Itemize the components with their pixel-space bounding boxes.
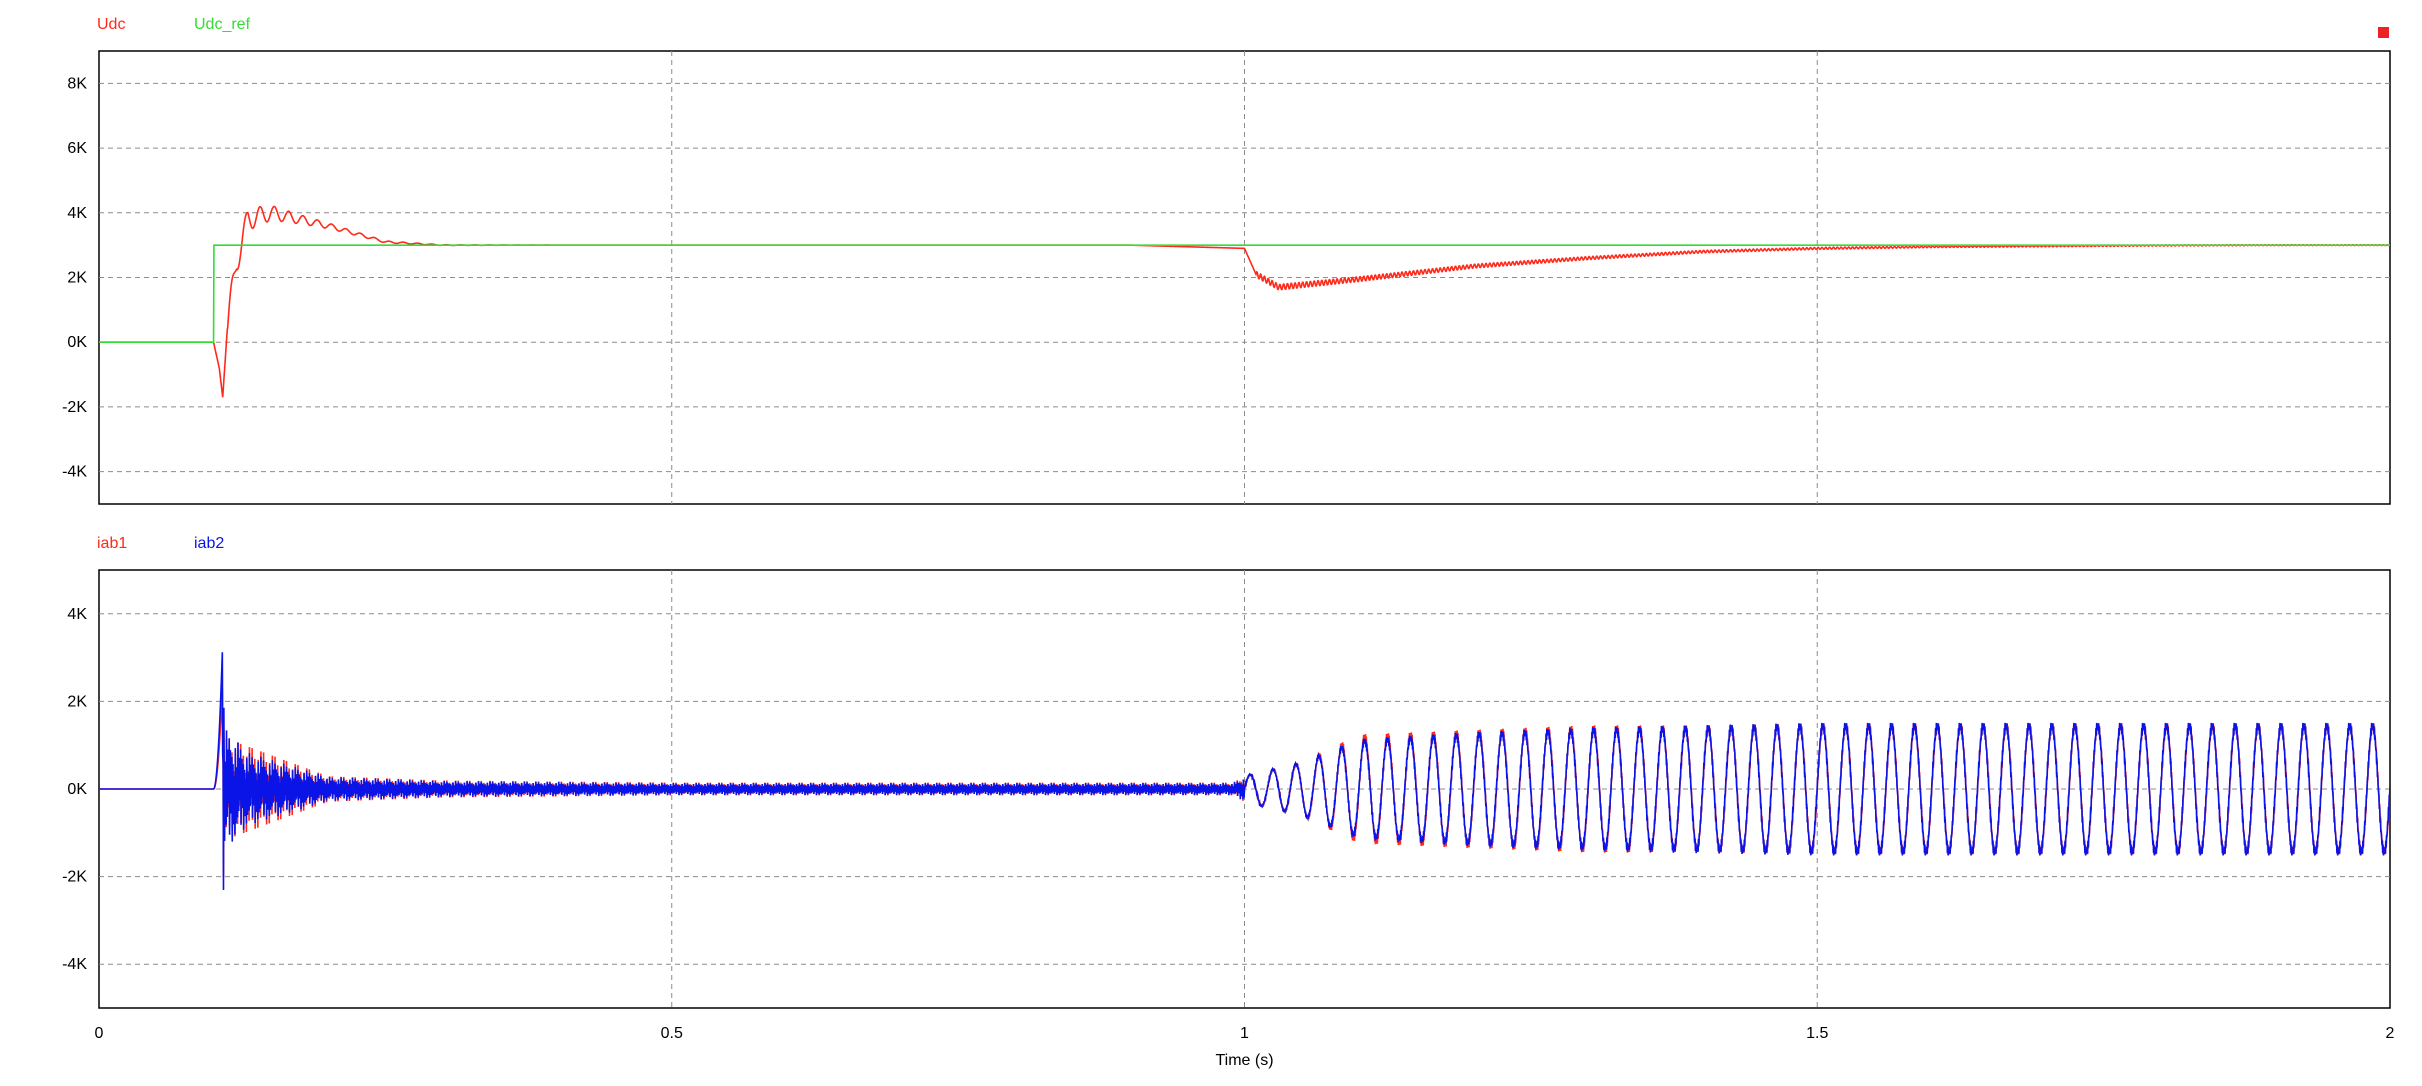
x-tick-label: 0.5	[661, 1025, 683, 1042]
x-tick-label: 2	[2386, 1025, 2395, 1042]
bottom-plot-panel: 4K 2K 0K -2K -4K iab1 iab2 0 0.5 1 1.5 2 Time (s)	[62, 535, 2394, 1069]
x-tick-label: 1	[1240, 1025, 1249, 1042]
top-plot-panel: 8K 6K 4K 2K 0K -2K -4K Udc Udc_ref	[62, 16, 2391, 505]
legend-udc: Udc	[97, 16, 125, 33]
legend-iab1: iab1	[97, 535, 127, 552]
legend-iab2: iab2	[194, 535, 224, 552]
bottom-y-tick-label: 2K	[67, 693, 87, 710]
bottom-y-tick-label: -4K	[62, 956, 87, 973]
top-y-tick-label: 0K	[67, 334, 87, 351]
series-line-iab2	[99, 652, 2390, 891]
top-y-tick-label: -2K	[62, 399, 87, 416]
top-y-tick-label: -4K	[62, 464, 87, 481]
series-line-udc-ref	[99, 244, 2390, 344]
bottom-y-tick-label: 0K	[67, 781, 87, 798]
top-y-tick-label: 6K	[67, 140, 87, 157]
x-tick-label: 0	[95, 1025, 104, 1042]
bottom-y-tick-label: -2K	[62, 869, 87, 886]
corner-indicator-icon	[2378, 27, 2389, 38]
top-y-tick-label: 4K	[67, 205, 87, 222]
x-axis-label: Time (s)	[1215, 1052, 1273, 1069]
top-y-tick-label: 8K	[67, 75, 87, 92]
legend-udc-ref: Udc_ref	[194, 16, 251, 33]
top-y-tick-label: 2K	[67, 270, 87, 287]
x-tick-label: 1.5	[1806, 1025, 1828, 1042]
bottom-y-tick-label: 4K	[67, 606, 87, 623]
